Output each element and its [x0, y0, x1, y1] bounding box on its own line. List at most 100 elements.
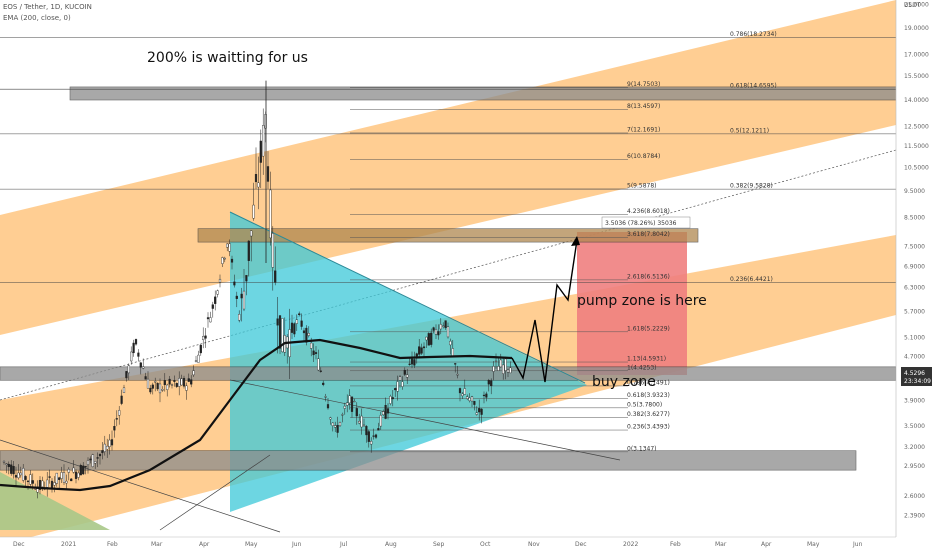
candle-body — [257, 182, 260, 188]
candle-body — [422, 346, 426, 349]
candle-body — [276, 318, 279, 326]
price-tick: 5.1000 — [904, 334, 925, 341]
candle-body — [434, 329, 438, 335]
candle-body — [269, 189, 272, 239]
candle-body — [96, 457, 99, 459]
time-tick: May — [807, 541, 820, 548]
candle-body — [406, 374, 409, 378]
candle-body — [74, 471, 78, 479]
time-tick: Jun — [291, 541, 302, 548]
candle-body — [271, 233, 274, 268]
candle-body — [370, 441, 373, 445]
time-tick: Oct — [480, 541, 491, 548]
fib-ret-label: 0.382(9.5828) — [730, 183, 773, 190]
candle-body — [497, 366, 500, 371]
candle-body — [91, 454, 94, 467]
fib-ext-label: 1(4.4253) — [627, 364, 657, 371]
candle-body — [89, 458, 92, 461]
candle-body — [394, 388, 397, 391]
candle-body — [427, 333, 430, 346]
candle-body — [17, 472, 20, 479]
candle-body — [432, 327, 435, 331]
measure-label-box — [601, 216, 691, 229]
candle-body — [403, 369, 406, 375]
candle-body — [386, 408, 390, 414]
candle-body — [408, 363, 411, 365]
candle-body — [353, 400, 356, 403]
candle-body — [62, 472, 66, 483]
time-tick: Jul — [339, 541, 348, 548]
candle-body — [266, 166, 270, 182]
candle-body — [163, 380, 166, 386]
time-tick: Sep — [433, 541, 445, 548]
candle-body — [2, 461, 6, 463]
candle-body — [449, 340, 452, 346]
price-tag — [901, 367, 932, 386]
candle-body — [331, 422, 334, 426]
candle-body — [46, 479, 49, 488]
candle-body — [22, 467, 25, 481]
time-tick: Dec — [13, 541, 25, 548]
candle-body — [502, 364, 505, 374]
candle-body — [456, 374, 459, 376]
fib-ext-label: 0.618(3.9323) — [627, 392, 670, 399]
candle-body — [310, 342, 313, 349]
candle-body — [444, 320, 447, 329]
candles — [2, 80, 512, 499]
time-tick: Feb — [107, 541, 118, 548]
candle-body — [19, 472, 22, 476]
candle-body — [180, 378, 183, 386]
fib-labels: 9(14.7503) 8(13.4597) 7(12.1691) 6(10.8784)… — [627, 31, 777, 452]
candle-body — [182, 377, 186, 387]
candle-body — [302, 330, 306, 334]
candle-body — [5, 463, 8, 465]
candle-body — [348, 395, 351, 404]
candle-body — [122, 387, 126, 393]
candle-body — [130, 351, 133, 362]
candle-body — [106, 445, 109, 450]
candle-body — [242, 290, 246, 310]
candle-body — [442, 325, 445, 327]
fib-ext-label: 6(10.8784) — [627, 153, 660, 160]
time-tick: Nov — [528, 541, 540, 548]
price-tag-price: 4.5296 — [904, 370, 925, 377]
price-tick: 3.5000 — [904, 423, 925, 430]
measure-label: 3.5036 (78.26%) 35036 — [605, 220, 677, 227]
candle-body — [199, 344, 202, 354]
time-tick: Aug — [385, 541, 397, 548]
candle-body — [362, 424, 366, 427]
candle-body — [12, 466, 15, 475]
time-tick: Jun — [852, 541, 863, 548]
candle-body — [94, 461, 97, 464]
candle-body — [295, 319, 298, 324]
candle-body — [168, 378, 171, 385]
candle-body — [14, 475, 18, 478]
buy-zone — [0, 366, 897, 381]
candle-body — [312, 350, 315, 356]
pump-zone-rect — [577, 232, 687, 375]
fib-ext-label: 0(3.1347) — [627, 445, 657, 452]
target-zone — [197, 228, 699, 243]
candle-body — [358, 421, 361, 424]
price-tick: 6.9000 — [904, 263, 925, 270]
candle-body — [319, 370, 322, 372]
candle-body — [281, 318, 284, 353]
price-tick: 3.9000 — [904, 397, 925, 404]
candle-body — [192, 370, 195, 376]
candle-body — [185, 385, 188, 391]
candle-body — [36, 486, 39, 493]
candle-body — [173, 380, 176, 382]
candle-body — [166, 384, 169, 390]
candle-body — [377, 428, 380, 431]
candle-body — [204, 335, 207, 339]
candle-body — [24, 476, 27, 480]
time-axis[interactable]: Dec 2021 Feb Mar Apr May Jun Jul Aug Sep Oct Nov Dec… — [0, 536, 932, 550]
trend-lines — [0, 211, 621, 533]
candle-body — [466, 396, 469, 399]
candle-body — [206, 317, 210, 320]
candle-body — [384, 405, 387, 419]
candle-body — [29, 474, 32, 485]
candle-body — [509, 367, 512, 374]
